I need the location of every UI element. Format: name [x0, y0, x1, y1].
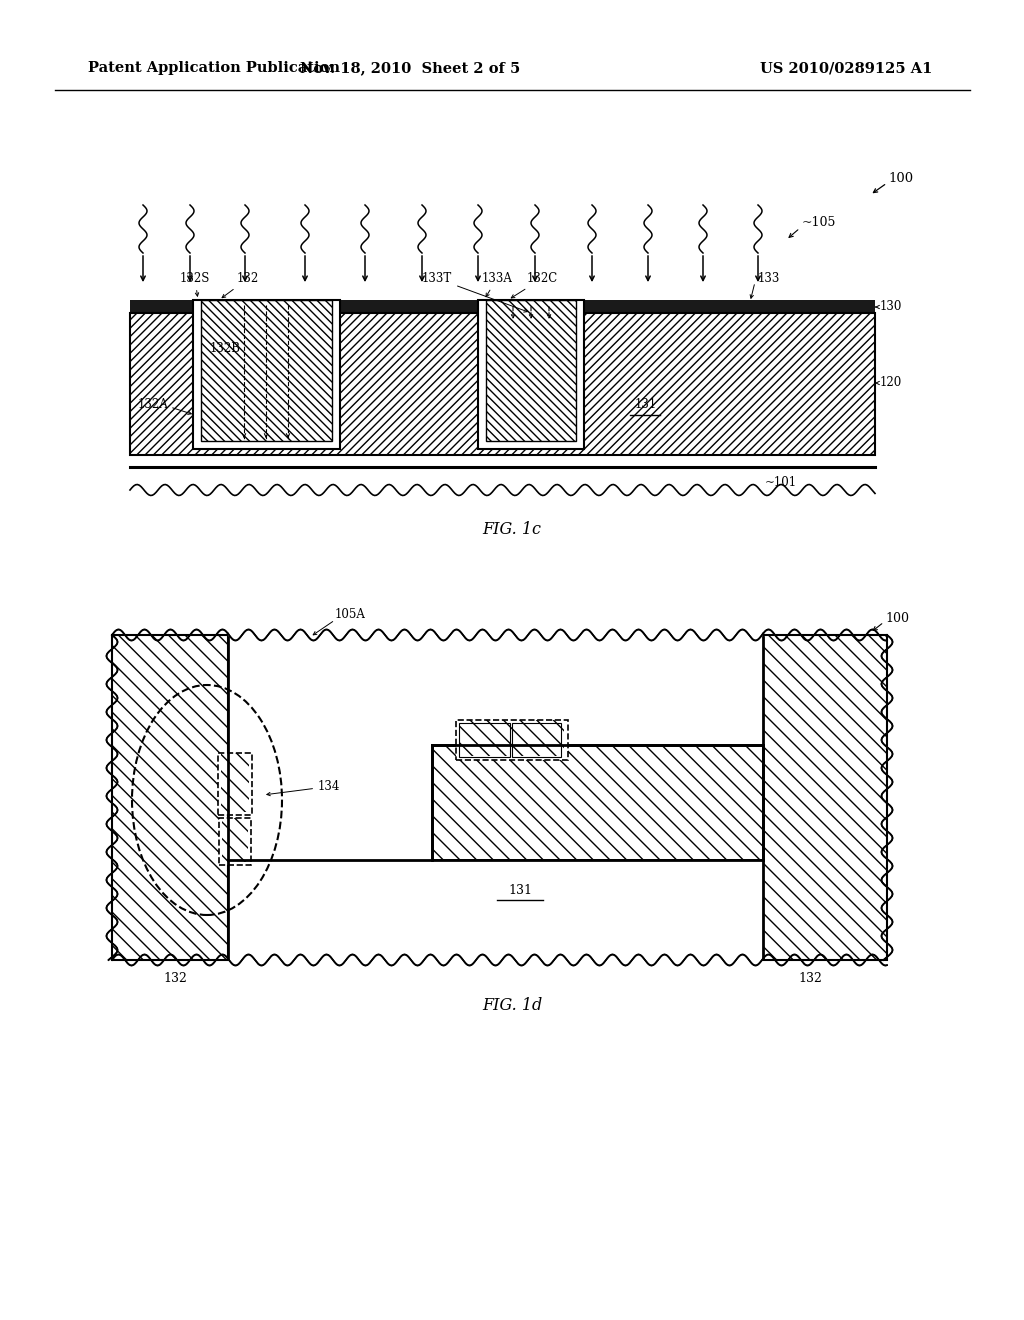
- Bar: [221, 752, 249, 812]
- Bar: [228, 635, 763, 960]
- Bar: [130, 313, 874, 455]
- Text: 100: 100: [888, 172, 913, 185]
- Text: 132A: 132A: [138, 399, 169, 412]
- Text: 133A: 133A: [481, 272, 512, 297]
- Bar: [193, 300, 340, 449]
- Bar: [218, 752, 252, 814]
- Bar: [432, 744, 763, 861]
- Text: 132: 132: [163, 972, 187, 985]
- Bar: [112, 635, 228, 960]
- Text: 100: 100: [885, 611, 909, 624]
- Bar: [201, 300, 332, 441]
- Text: 130: 130: [880, 301, 902, 314]
- Bar: [193, 300, 340, 449]
- Text: ~105: ~105: [802, 215, 837, 228]
- Bar: [460, 719, 564, 756]
- Bar: [130, 300, 874, 313]
- Bar: [130, 313, 874, 455]
- Text: 105A: 105A: [335, 607, 366, 620]
- Text: US 2010/0289125 A1: US 2010/0289125 A1: [760, 61, 933, 75]
- Bar: [763, 635, 887, 960]
- Bar: [478, 300, 584, 449]
- Text: 131: 131: [508, 883, 532, 896]
- Bar: [130, 317, 874, 323]
- Bar: [432, 744, 763, 861]
- Text: FIG. 1d: FIG. 1d: [482, 997, 542, 1014]
- Bar: [218, 752, 252, 814]
- Bar: [219, 818, 251, 865]
- Text: 132B: 132B: [210, 342, 241, 355]
- Bar: [456, 719, 568, 760]
- Bar: [512, 723, 561, 756]
- Text: Nov. 18, 2010  Sheet 2 of 5: Nov. 18, 2010 Sheet 2 of 5: [300, 61, 520, 75]
- Text: FIG. 1c: FIG. 1c: [482, 521, 542, 539]
- Bar: [112, 635, 228, 960]
- Bar: [222, 818, 248, 862]
- Text: 132S: 132S: [180, 272, 210, 296]
- Bar: [228, 861, 763, 960]
- Text: 131: 131: [635, 399, 657, 412]
- Bar: [201, 300, 332, 441]
- Bar: [432, 744, 763, 861]
- Bar: [219, 818, 251, 865]
- Text: 132C: 132C: [511, 272, 558, 298]
- Text: 133T: 133T: [422, 272, 527, 312]
- Text: Patent Application Publication: Patent Application Publication: [88, 61, 340, 75]
- Text: 133: 133: [758, 272, 780, 285]
- Bar: [456, 719, 568, 760]
- Bar: [112, 635, 887, 960]
- Text: 132: 132: [222, 272, 259, 298]
- Text: 120: 120: [880, 376, 902, 389]
- Bar: [486, 300, 575, 441]
- Text: ~101: ~101: [765, 477, 797, 490]
- Bar: [763, 635, 887, 960]
- Bar: [459, 723, 510, 756]
- Text: 132: 132: [798, 972, 822, 985]
- Text: 134: 134: [267, 780, 340, 796]
- Bar: [486, 300, 575, 441]
- Bar: [478, 300, 584, 449]
